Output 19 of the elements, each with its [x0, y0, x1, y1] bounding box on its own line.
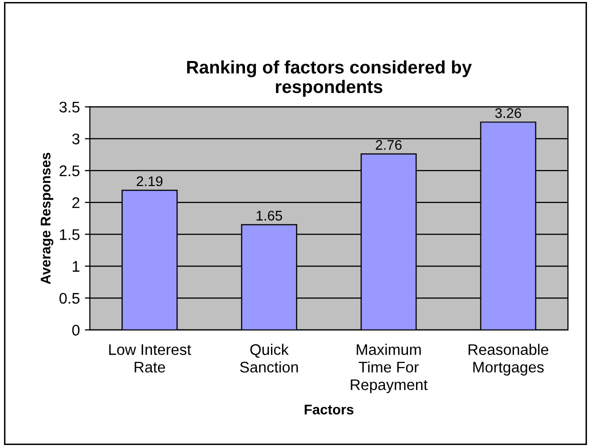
x-tick-label: Reasonable Mortgages: [468, 344, 548, 376]
y-tick-label: 2.5: [60, 165, 80, 176]
x-axis-title: Factors: [304, 404, 354, 414]
y-tick-label: 1: [72, 261, 80, 272]
x-tick-label: Maximum Time For Repayment: [350, 344, 428, 394]
y-tick-label: 3: [72, 134, 80, 144]
x-tick-label: Low Interest Rate: [109, 344, 192, 373]
data-label: 2.76: [376, 140, 402, 150]
chart-title: Ranking of factors considered by respondents: [187, 60, 472, 97]
x-tick-label: Quick Sanction: [240, 344, 298, 373]
y-tick-label: 3.5: [59, 102, 80, 113]
y-tick-label: 0.5: [59, 292, 80, 304]
y-tick-label: 0: [72, 324, 80, 336]
data-label: 3.26: [495, 108, 522, 118]
y-tick-label: 2: [72, 197, 80, 208]
data-label: 2.19: [136, 176, 162, 186]
y-axis-title: Average Responses: [40, 152, 54, 284]
data-label: 1.65: [256, 210, 282, 221]
y-tick-label: 1.5: [60, 229, 80, 240]
